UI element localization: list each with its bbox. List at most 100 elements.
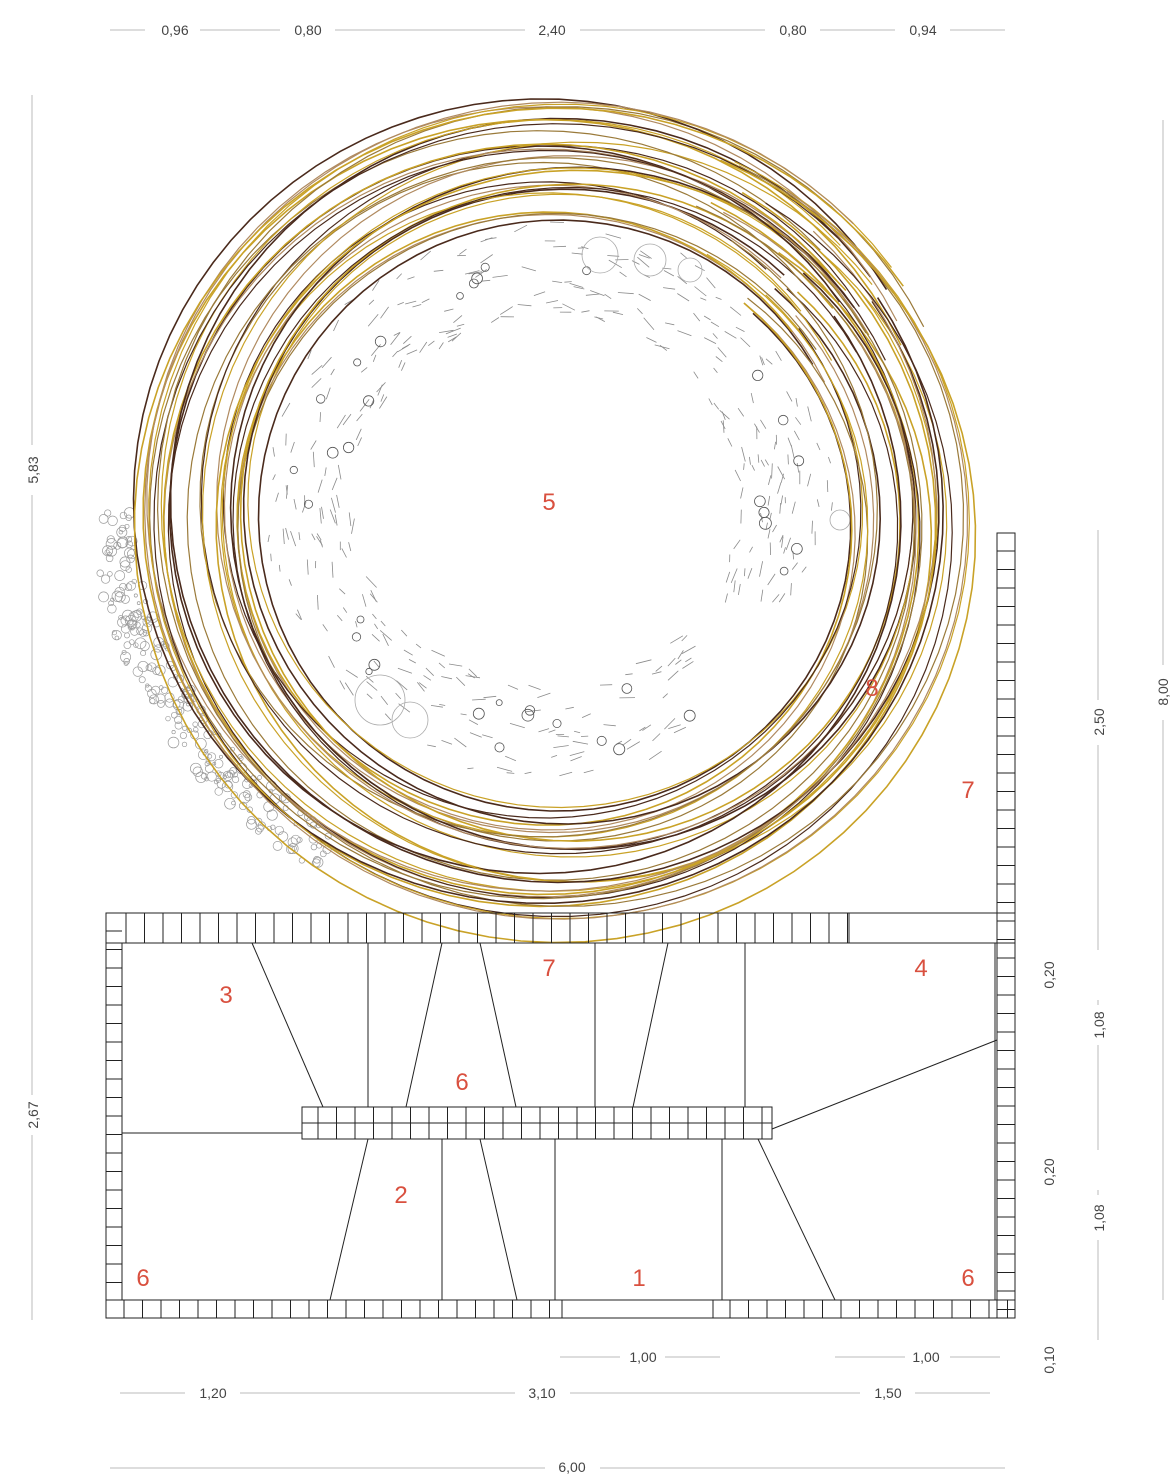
gravel-pebble — [124, 614, 137, 627]
gravel-pebble — [203, 730, 213, 740]
planting-stroke — [787, 454, 789, 465]
planting-stroke — [655, 665, 663, 672]
gravel-pebble — [171, 730, 176, 735]
gravel-pebble — [157, 700, 165, 708]
gravel-pebble — [98, 514, 109, 524]
planting-stroke — [322, 624, 328, 632]
planting-stroke — [550, 221, 565, 223]
planting-stroke — [638, 293, 651, 301]
planting-stroke — [816, 442, 821, 451]
planting-stroke — [339, 588, 346, 595]
planting-stroke — [640, 250, 652, 259]
gravel-pebble — [120, 651, 132, 663]
shrub-circle — [471, 272, 483, 285]
gravel-pebble — [102, 545, 114, 557]
planting-stroke — [438, 662, 446, 669]
planting-stroke — [727, 438, 733, 447]
planting-stroke — [569, 283, 584, 288]
planting-stroke — [677, 275, 688, 285]
planting-stroke — [747, 567, 753, 579]
gravel-pebble — [229, 767, 237, 775]
gravel-pebble — [108, 600, 114, 607]
shrub-circle — [778, 414, 789, 426]
planting-stroke — [401, 629, 408, 637]
planting-stroke — [724, 593, 728, 603]
planting-stroke — [667, 670, 679, 681]
shrub-circle — [582, 266, 591, 276]
dimension-top-2: 0,80 — [294, 22, 321, 38]
planting-stroke — [730, 568, 738, 584]
planting-stroke — [573, 286, 585, 290]
planting-stroke — [772, 594, 780, 603]
shrub-circle — [368, 658, 381, 671]
planting-stroke — [307, 350, 312, 360]
gravel-pebble — [204, 749, 209, 754]
planting-stroke — [581, 713, 591, 718]
planting-stroke — [583, 769, 594, 774]
planting-stroke — [407, 276, 415, 280]
planting-stroke — [706, 277, 716, 289]
planting-stroke — [456, 323, 465, 327]
planting-stroke — [467, 673, 475, 679]
planting-stroke — [617, 292, 634, 295]
planting-stroke — [393, 332, 401, 336]
gravel-pebble — [195, 771, 207, 783]
planting-stroke — [677, 650, 684, 660]
willow-strand — [199, 161, 878, 838]
planting-stroke — [297, 609, 303, 621]
gravel-pebble — [165, 715, 171, 722]
planting-stroke — [270, 553, 272, 562]
gravel-pebble — [175, 706, 185, 716]
gravel-pebble — [133, 642, 139, 648]
zone-label-6-right: 6 — [961, 1265, 974, 1292]
planting-stroke — [275, 492, 279, 502]
planting-stroke — [448, 663, 463, 667]
planting-stroke — [791, 562, 798, 570]
plant-clump-circle — [581, 236, 619, 274]
planting-stroke — [517, 304, 532, 307]
planting-stroke — [456, 676, 466, 686]
gravel-pebble — [150, 648, 162, 661]
planting-stroke — [418, 682, 427, 689]
planting-stroke — [769, 512, 772, 519]
planting-stroke — [319, 412, 321, 423]
planting-stroke — [783, 547, 786, 554]
gravel-pebble — [160, 686, 169, 694]
gravel-pebble — [96, 569, 104, 577]
planting-stroke — [774, 441, 776, 450]
planting-stroke — [694, 265, 705, 272]
planting-stroke — [737, 407, 745, 417]
planting-stroke — [369, 400, 374, 409]
planting-stroke — [667, 657, 676, 667]
planting-stroke — [441, 740, 453, 745]
gravel-pebble — [148, 694, 159, 705]
planting-stroke — [285, 527, 289, 540]
gravel-pebble — [124, 547, 135, 559]
planting-stroke — [740, 337, 751, 348]
planting-stroke — [445, 327, 461, 335]
plant-clump-circle — [829, 509, 851, 531]
planting-stroke — [447, 336, 457, 343]
planting-stroke — [362, 594, 367, 607]
planting-stroke — [398, 359, 403, 368]
planting-stroke — [564, 281, 572, 283]
planting-stroke — [572, 740, 589, 745]
planting-stroke — [373, 660, 380, 668]
gravel-pebble — [225, 772, 232, 779]
zone-label-1: 1 — [632, 1265, 645, 1292]
gravel-pebble — [198, 749, 209, 760]
gravel-pebble — [151, 685, 161, 695]
planting-stroke — [721, 411, 726, 420]
gravel-pebble — [255, 827, 262, 835]
planting-stroke — [290, 441, 295, 453]
right-post — [996, 532, 1016, 1319]
gravel-pebble — [204, 761, 210, 767]
deck-outer-frame — [105, 912, 1016, 1319]
gravel-pebble — [105, 538, 118, 550]
dimension-bottom-right-edge: 1,00 — [912, 1349, 939, 1365]
willow-strand — [223, 184, 875, 834]
planting-stroke — [288, 579, 292, 586]
planting-stroke — [372, 613, 377, 620]
gravel-pebble — [133, 609, 142, 618]
willow-strand — [186, 157, 915, 881]
